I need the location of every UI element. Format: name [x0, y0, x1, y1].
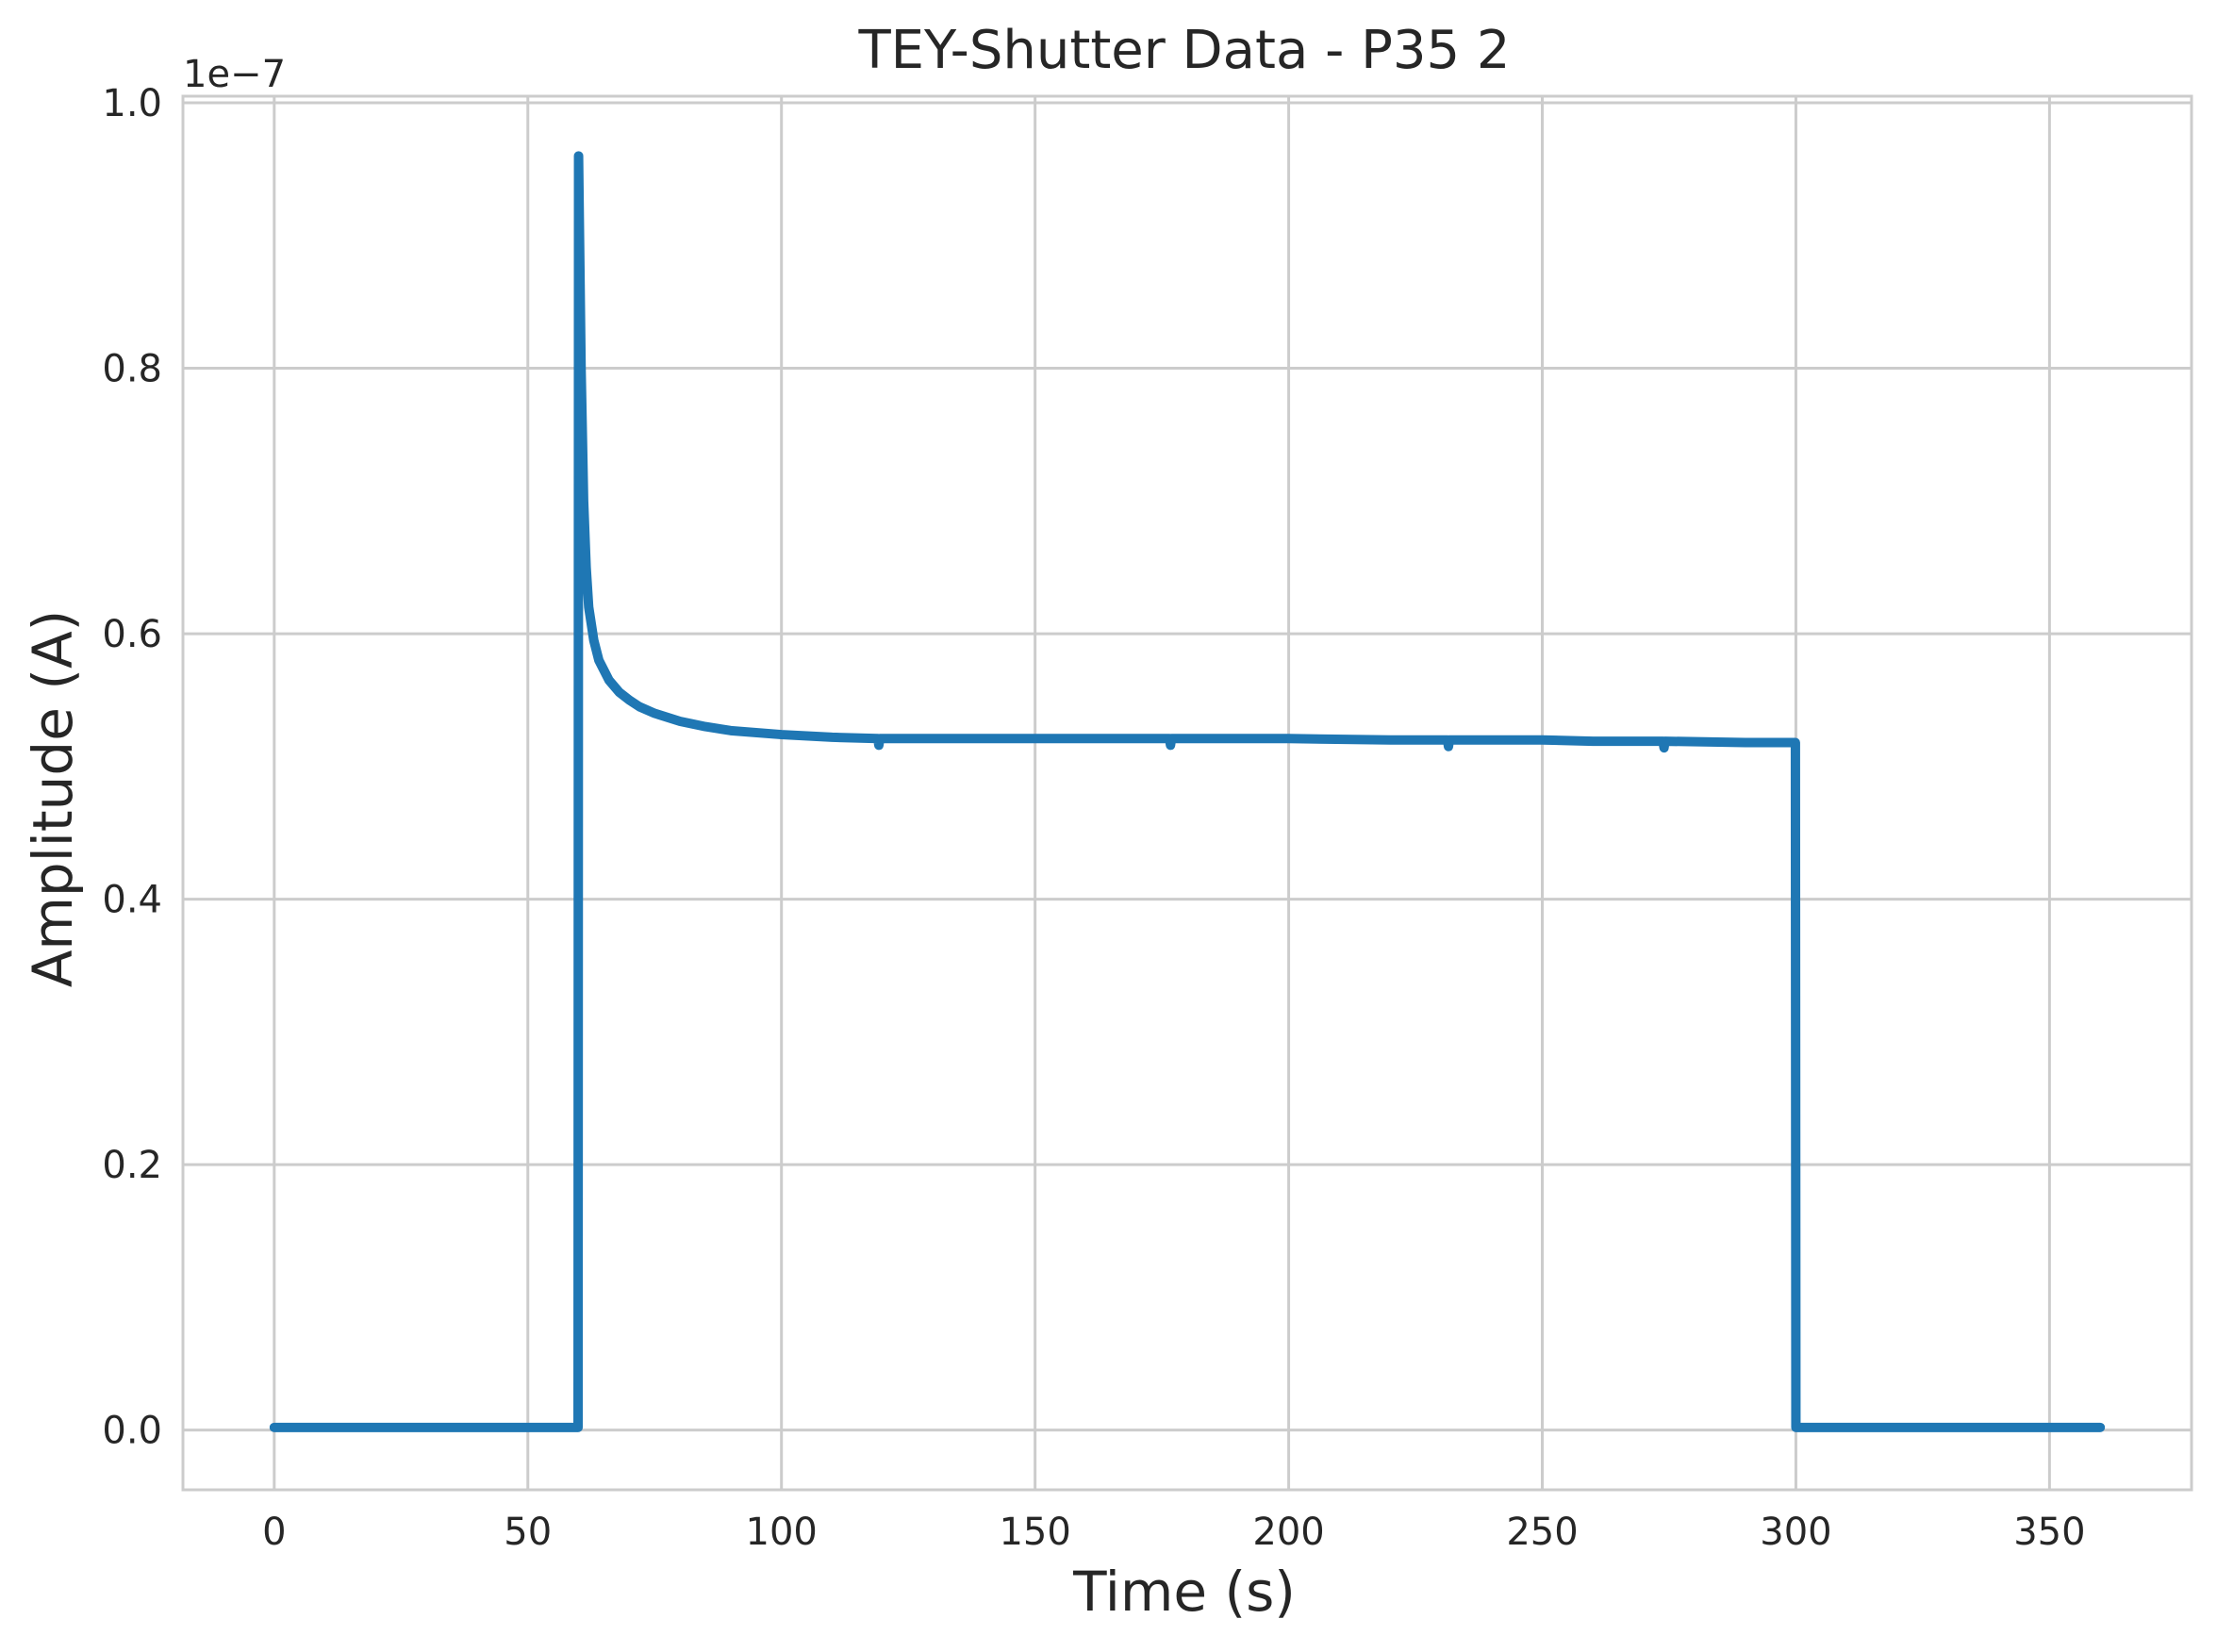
axes-spines [181, 94, 2193, 1492]
y-tick-label: 0.4 [102, 879, 162, 922]
y-tick-label: 0.8 [102, 348, 162, 391]
x-tick-label: 200 [1252, 1511, 1324, 1554]
x-tick-label: 150 [999, 1511, 1070, 1554]
y-tick-label: 0.6 [102, 613, 162, 656]
axes-frame [181, 94, 2193, 1492]
x-tick-label: 350 [2013, 1511, 2085, 1554]
series-line [269, 151, 2106, 1432]
y-axis-offset-label: 1e−7 [183, 53, 286, 96]
plot-area [269, 151, 2106, 1432]
x-tick-label: 0 [262, 1511, 286, 1554]
x-axis-label: Time (s) [1072, 1560, 1296, 1624]
x-tick-label: 300 [1760, 1511, 1831, 1554]
chart-title: TEY-Shutter Data - P35 2 [857, 20, 1510, 81]
grid-lines [183, 96, 2192, 1490]
y-axis-label: Amplitude (A) [21, 610, 85, 988]
y-tick-label: 0.0 [102, 1410, 162, 1453]
y-tick-label: 0.2 [102, 1144, 162, 1187]
x-tick-label: 250 [1506, 1511, 1578, 1554]
x-tick-label: 100 [746, 1511, 818, 1554]
tick-labels: 0 50 100 150 200 250 300 350 0.0 0.2 0.4 0.6 0.8 1.0 [102, 82, 2085, 1554]
x-tick-label: 50 [504, 1511, 552, 1554]
y-tick-label: 1.0 [102, 82, 162, 125]
